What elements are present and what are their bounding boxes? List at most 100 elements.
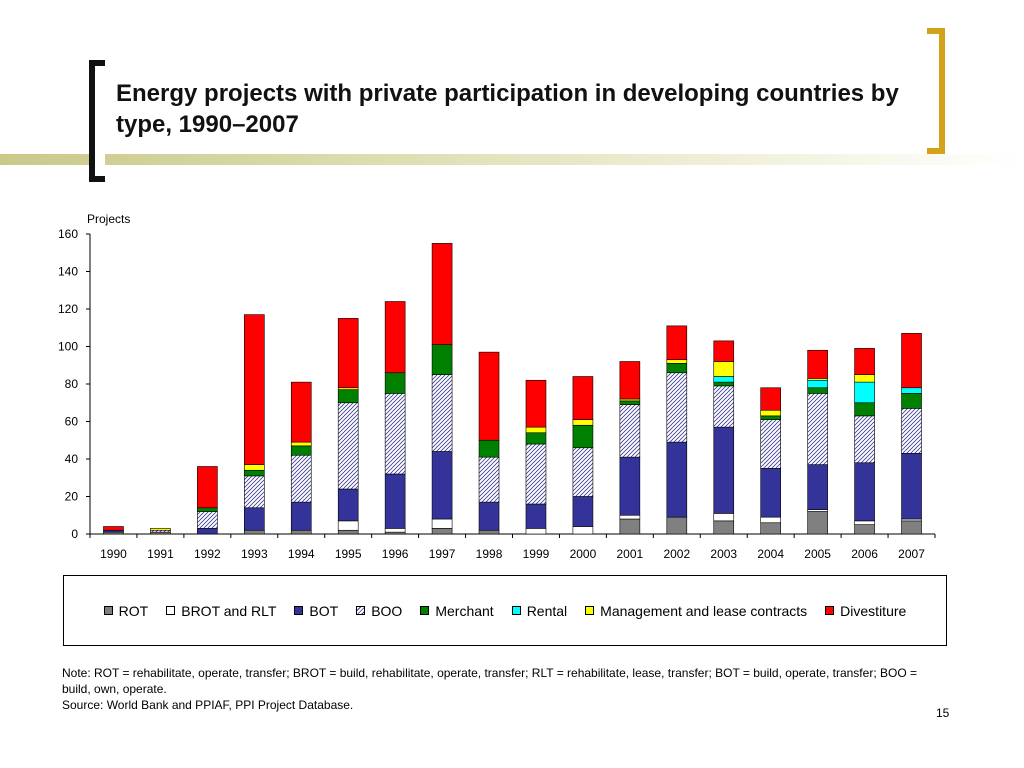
y-tick-label: 0 — [71, 527, 78, 541]
bar-segment-merchant — [901, 393, 922, 409]
legend-label: BOT — [309, 602, 339, 619]
bar-segment-merchant — [478, 439, 500, 458]
x-tick-label: 2004 — [757, 547, 784, 561]
x-tick-label: 1996 — [382, 547, 409, 561]
bar-segment-rot — [478, 529, 500, 535]
bar-segment-brot-and-rlt — [760, 516, 781, 524]
x-tick-label: 1991 — [147, 547, 174, 561]
bar-segment-boo — [760, 419, 781, 469]
bar-segment-boo — [431, 374, 453, 452]
bar-segment-management-and-lease-contracts — [713, 361, 735, 377]
bar-segment-brot-and-rlt — [431, 518, 453, 529]
x-tick-label: 1992 — [194, 547, 221, 561]
bar-segment-rot — [760, 522, 781, 535]
x-tick-label: 1990 — [100, 547, 127, 561]
bar-segment-boo — [666, 372, 688, 443]
y-tick-label: 60 — [65, 415, 79, 429]
legend-swatch — [825, 606, 835, 615]
bar-segment-bot — [337, 488, 359, 522]
page-number: 15 — [936, 706, 950, 720]
legend-item: Management and lease contracts — [585, 603, 807, 619]
y-tick-label: 40 — [65, 452, 79, 466]
bar-segment-divestiture — [666, 325, 688, 360]
legend-swatch — [103, 606, 113, 615]
bar-segment-merchant — [197, 507, 218, 512]
bar-segment-bot — [619, 456, 641, 516]
bar-segment-merchant — [807, 387, 828, 394]
bar-segment-management-and-lease-contracts — [572, 419, 594, 426]
bar-segment-rot — [290, 529, 312, 535]
bar-segment-divestiture — [290, 381, 312, 443]
bar-segment-bot — [290, 501, 312, 531]
legend-label: BOO — [371, 602, 403, 619]
bar-segment-boo — [713, 385, 735, 428]
x-tick-label: 2003 — [710, 547, 737, 561]
bar-segment-divestiture — [854, 348, 875, 375]
bar-segment-rot — [713, 520, 735, 535]
bar-segment-rental — [901, 387, 922, 394]
bar-segment-merchant — [760, 415, 781, 420]
bar-segment-rot — [619, 518, 641, 535]
stacked-bar-chart: Projects 0 20 40 60 80 100 120 140 160 1990 1991 199… — [58, 212, 936, 561]
bar-segment-brot-and-rlt — [525, 528, 547, 535]
bar-segment-management-and-lease-contracts — [290, 441, 312, 447]
bar-segment-divestiture — [244, 314, 265, 465]
bar-segment-rental — [713, 376, 735, 383]
y-tick-label: 80 — [65, 377, 79, 391]
bar-segment-bot — [525, 503, 547, 529]
bar-segment-rot — [337, 529, 359, 535]
bar-segment-boo — [197, 511, 218, 529]
bar-segment-divestiture — [619, 361, 641, 400]
bar-segment-divestiture — [197, 466, 218, 509]
legend-item: BOT — [294, 603, 338, 619]
bar-segment-management-and-lease-contracts — [760, 409, 781, 417]
bar-segment-divestiture — [901, 333, 922, 389]
bar-segment-boo — [901, 408, 922, 454]
bar-segment-brot-and-rlt — [713, 513, 735, 522]
bar-segment-brot-and-rlt — [854, 520, 875, 525]
bar-segment-divestiture — [103, 526, 124, 531]
bar-segment-rot — [244, 529, 265, 535]
slide-title: Energy projects with private participati… — [116, 80, 899, 138]
bar-segment-boo — [807, 393, 828, 465]
bar-segment-merchant — [619, 400, 641, 405]
legend-label: Merchant — [435, 602, 494, 619]
bar-segment-rot — [431, 528, 453, 535]
bar-segment-merchant — [854, 402, 875, 417]
bar-segment-bot — [197, 528, 218, 535]
legend-item: Merchant — [420, 602, 494, 619]
legend-swatch — [356, 606, 366, 615]
bar-segment-boo — [619, 404, 641, 458]
bar-segment-merchant — [384, 372, 406, 394]
bar-segment-rot — [901, 520, 922, 535]
legend-swatch — [294, 606, 304, 615]
legend-label: Management and lease contracts — [600, 602, 808, 619]
bar-segment-divestiture — [525, 379, 547, 428]
bar-segment-brot-and-rlt — [619, 514, 641, 520]
bar-segment-bot — [384, 473, 406, 529]
left-bracket — [89, 60, 105, 182]
bar-segment-boo — [244, 475, 265, 509]
bar-segment-rot — [854, 524, 875, 535]
bar-segment-bot — [666, 441, 688, 518]
bar-segment-bot — [807, 464, 828, 510]
bar-segment-boo — [525, 443, 547, 505]
bar-segment-boo — [572, 447, 594, 497]
x-tick-label: 2002 — [663, 547, 690, 561]
legend-label: Rental — [526, 602, 568, 619]
bar-segment-bot — [244, 507, 265, 531]
bar-segment-bot — [760, 468, 781, 518]
bar-segment-brot-and-rlt — [384, 528, 406, 533]
bar-segment-divestiture — [384, 301, 406, 374]
bar-segment-divestiture — [572, 376, 594, 420]
source-text: Source: World Bank and PPIAF, PPI Projec… — [62, 698, 354, 712]
legend-swatch — [511, 606, 521, 615]
decorative-bar — [0, 154, 1024, 165]
legend-item: BROT and RLT — [166, 603, 276, 619]
legend-swatch — [420, 606, 430, 615]
y-tick-label: 20 — [65, 490, 79, 504]
x-tick-label: 1999 — [523, 547, 550, 561]
bar-segment-management-and-lease-contracts — [525, 426, 547, 434]
x-tick-label: 2005 — [804, 547, 831, 561]
bar-segment-bot — [713, 426, 735, 514]
